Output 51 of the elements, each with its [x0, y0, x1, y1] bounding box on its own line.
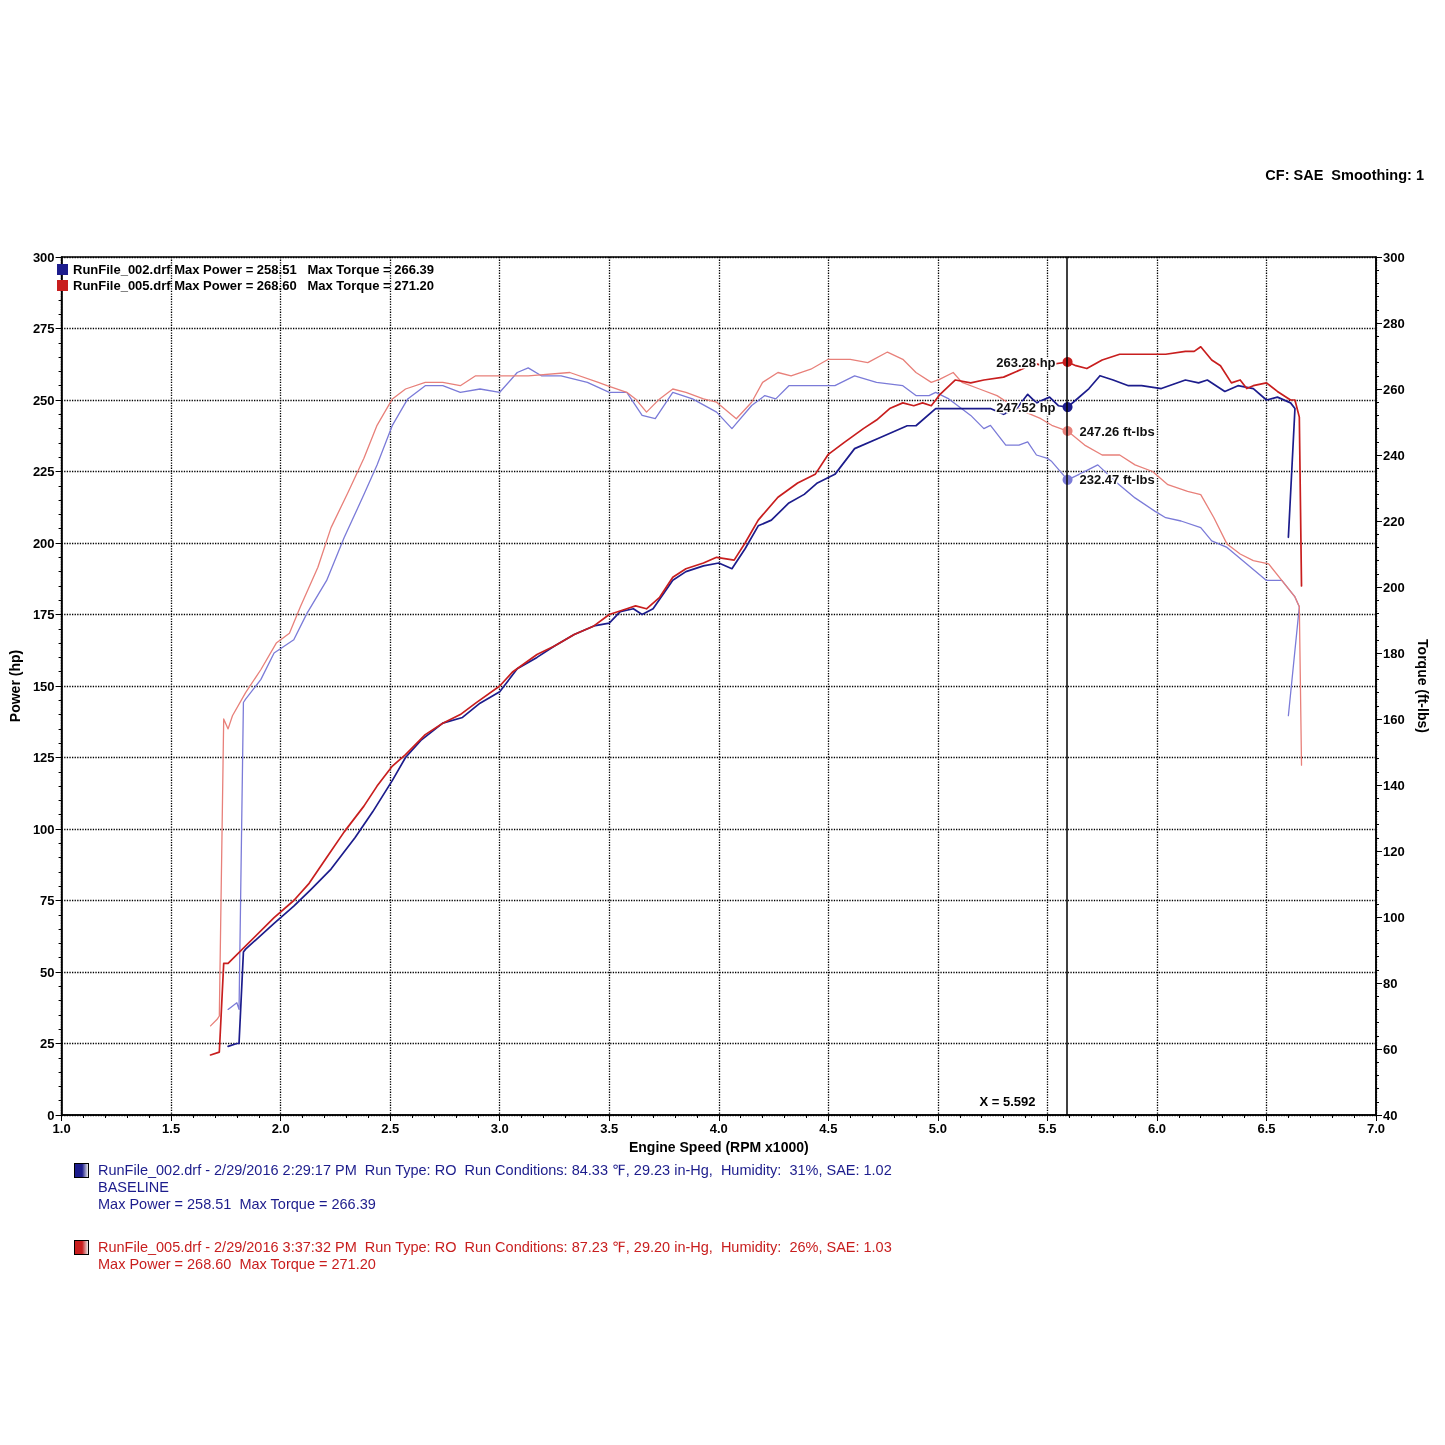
x-tick-label: 1.5 [162, 1121, 181, 1136]
y-tick-label: 275 [32, 321, 55, 336]
x-tick-label: 6.5 [1257, 1121, 1276, 1136]
y2-tick-label: 180 [1383, 645, 1405, 661]
x-tick-label: 4.0 [709, 1121, 728, 1136]
x-tick-label: 4.5 [819, 1121, 838, 1136]
y-tick-label: 0 [47, 1107, 55, 1123]
y-tick-label: 25 [40, 1036, 55, 1051]
x-tick-label: 3.5 [600, 1121, 619, 1136]
y-tick-label: 250 [32, 392, 55, 408]
y2-tick-label: 200 [1383, 579, 1405, 595]
legend-label: RunFile_002.drf Max Power = 258.51 Max Torque = 266.39 [73, 262, 435, 277]
y-tick-label: 225 [32, 464, 55, 479]
x-axis-title: Engine Speed (RPM x1000) [628, 1138, 809, 1155]
y2-tick-label: 80 [1383, 975, 1398, 991]
y-tick-label: 100 [32, 821, 55, 837]
text: CF: SAE Smoothing: 1 [1265, 166, 1424, 183]
y-tick-label: 75 [40, 893, 55, 908]
y2-tick-label: 120 [1383, 843, 1405, 859]
y-tick-label: 200 [32, 535, 55, 551]
y2-tick-label: 140 [1383, 777, 1405, 793]
x-tick-label: 5.5 [1038, 1121, 1057, 1136]
y2-tick-label: 260 [1383, 381, 1405, 397]
y2-tick-label: 240 [1383, 447, 1405, 463]
text: RunFile_005.drf - 2/29/2016 3:37:32 PM Run Type: RO Run Conditions: 87.23 ℉, 29.20 in-Hg, Humidity: 26%, SAE: 1.03 Max Power = 268.60 Max Torque = 271.20 [98, 1239, 892, 1273]
y2-tick-label: 160 [1383, 711, 1405, 727]
y2-tick-label: 60 [1383, 1041, 1398, 1057]
data-label: 247.26 ft-lbs [1079, 423, 1155, 439]
legend-label: RunFile_005.drf Max Power = 268.60 Max Torque = 271.20 [73, 278, 435, 293]
data-label: 232.47 ft-lbs [1079, 472, 1155, 488]
x-tick-label: 5.0 [928, 1121, 947, 1136]
y-tick-label: 125 [32, 750, 55, 765]
y-tick-label: 300 [32, 249, 55, 265]
y-tick-label: 50 [40, 964, 55, 980]
x-tick-label: 6.0 [1147, 1121, 1166, 1136]
x-tick-label: 7.0 [1366, 1121, 1386, 1136]
x-tick-label: 3.0 [490, 1121, 509, 1136]
y-tick-label: 150 [32, 678, 55, 694]
x-tick-label: 1.0 [52, 1121, 71, 1136]
y2-tick-label: 220 [1383, 513, 1405, 529]
y2-tick-label: 40 [1383, 1107, 1398, 1123]
y-tick-label: 175 [32, 607, 55, 622]
ref-line-label: X = 5.592 [979, 1094, 1036, 1109]
y-axis-title: Power (hp) [7, 649, 23, 723]
x-tick-label: 2.5 [381, 1121, 400, 1136]
text: RunFile_002.drf - 2/29/2016 2:29:17 PM Run Type: RO Run Conditions: 84.33 ℉, 29.23 in-Hg, Humidity: 31%, SAE: 1.02 BASELINE Max Power = 258.51 Max Torque = 266.39 [98, 1162, 892, 1213]
y2-axis-title: Torque (ft-lbs) [1414, 639, 1431, 733]
x-tick-label: 2.0 [271, 1121, 290, 1136]
y2-tick-label: 280 [1383, 315, 1405, 331]
y2-tick-label: 100 [1383, 909, 1405, 925]
y2-tick-label: 300 [1383, 249, 1405, 265]
